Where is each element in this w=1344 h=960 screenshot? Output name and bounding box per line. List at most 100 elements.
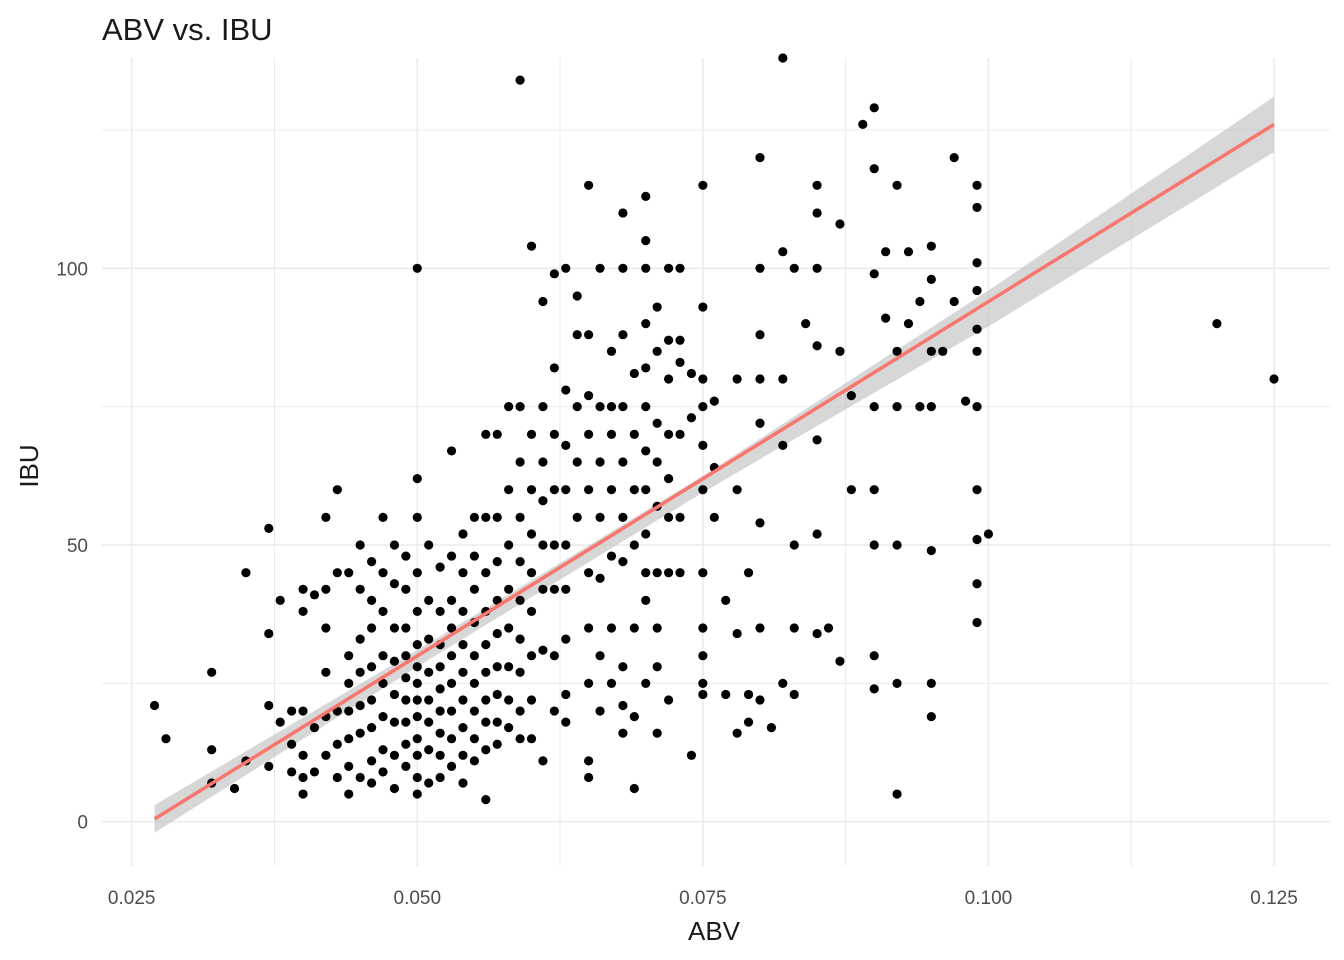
data-point (789, 623, 799, 633)
data-point (321, 667, 331, 677)
data-point (412, 789, 422, 799)
data-point (709, 512, 719, 522)
data-point (412, 474, 422, 484)
x-tick-label: 0.025 (108, 888, 156, 909)
data-point (515, 634, 525, 644)
data-point (389, 623, 400, 633)
data-point (389, 656, 400, 666)
data-point (846, 390, 856, 401)
data-point (526, 241, 537, 251)
data-point (264, 523, 274, 534)
data-point (675, 512, 685, 522)
data-point (366, 557, 377, 567)
grid-major (102, 58, 1330, 866)
data-point (926, 346, 936, 356)
data-point (1269, 374, 1279, 384)
data-point (869, 164, 879, 174)
data-point (606, 678, 617, 688)
data-point (641, 319, 651, 329)
data-point (915, 402, 925, 412)
data-point (424, 595, 434, 605)
data-point (584, 756, 594, 766)
data-point (618, 263, 628, 273)
data-point (641, 236, 651, 246)
data-point (743, 689, 754, 700)
data-point (469, 584, 479, 594)
data-point (435, 772, 445, 783)
data-point (549, 584, 559, 594)
data-point (207, 745, 217, 755)
data-point (515, 457, 525, 467)
data-point (549, 485, 559, 495)
data-point (401, 673, 411, 683)
data-point (526, 568, 537, 578)
data-point (755, 418, 765, 428)
data-point (709, 396, 719, 406)
data-point (732, 485, 742, 495)
data-point (835, 656, 845, 666)
data-point (515, 75, 525, 85)
data-point (641, 402, 651, 412)
data-point (652, 302, 662, 312)
data-point (698, 651, 708, 661)
data-point (663, 474, 674, 484)
data-point (435, 728, 445, 738)
data-point (264, 761, 274, 771)
data-point (378, 711, 388, 722)
data-point (595, 263, 605, 273)
data-point (812, 628, 822, 639)
data-point (366, 723, 377, 733)
data-point (618, 457, 628, 467)
data-point (869, 103, 879, 113)
data-point (344, 761, 354, 771)
trend-line (153, 122, 1275, 821)
data-point (903, 247, 914, 257)
data-point (435, 606, 445, 617)
data-point (481, 640, 491, 650)
data-point (584, 180, 594, 190)
data-point (446, 623, 457, 633)
data-point (869, 651, 879, 661)
data-point (298, 772, 308, 783)
data-point (424, 778, 434, 788)
data-point (378, 606, 388, 617)
data-point (881, 313, 891, 323)
data-point (641, 595, 651, 605)
data-point (526, 529, 537, 539)
data-point (641, 263, 651, 273)
data-point (401, 695, 411, 705)
data-point (812, 263, 822, 273)
data-point (698, 485, 708, 495)
data-point (561, 584, 571, 594)
data-point (526, 429, 537, 439)
data-point (366, 778, 377, 788)
data-point (492, 717, 502, 727)
data-point (755, 518, 765, 528)
data-point (755, 263, 765, 273)
data-point (321, 623, 331, 633)
data-point (698, 568, 708, 578)
data-point (504, 584, 514, 594)
data-point (663, 263, 674, 273)
data-point (926, 678, 936, 688)
data-point (401, 739, 411, 749)
data-point (298, 584, 308, 594)
data-point (412, 662, 422, 672)
data-point (561, 263, 571, 273)
data-point (606, 623, 617, 633)
data-point (515, 734, 525, 744)
data-point (892, 789, 902, 799)
data-point (538, 457, 548, 467)
data-point (412, 568, 422, 578)
data-point (561, 634, 571, 644)
data-point (561, 540, 571, 550)
trend-line-layer (153, 122, 1275, 821)
data-point (481, 717, 491, 727)
data-point (481, 745, 491, 755)
data-point (789, 540, 799, 550)
data-point (366, 662, 377, 672)
data-point (732, 628, 742, 639)
data-point (903, 319, 914, 329)
data-point (332, 568, 342, 578)
data-point (458, 529, 468, 539)
